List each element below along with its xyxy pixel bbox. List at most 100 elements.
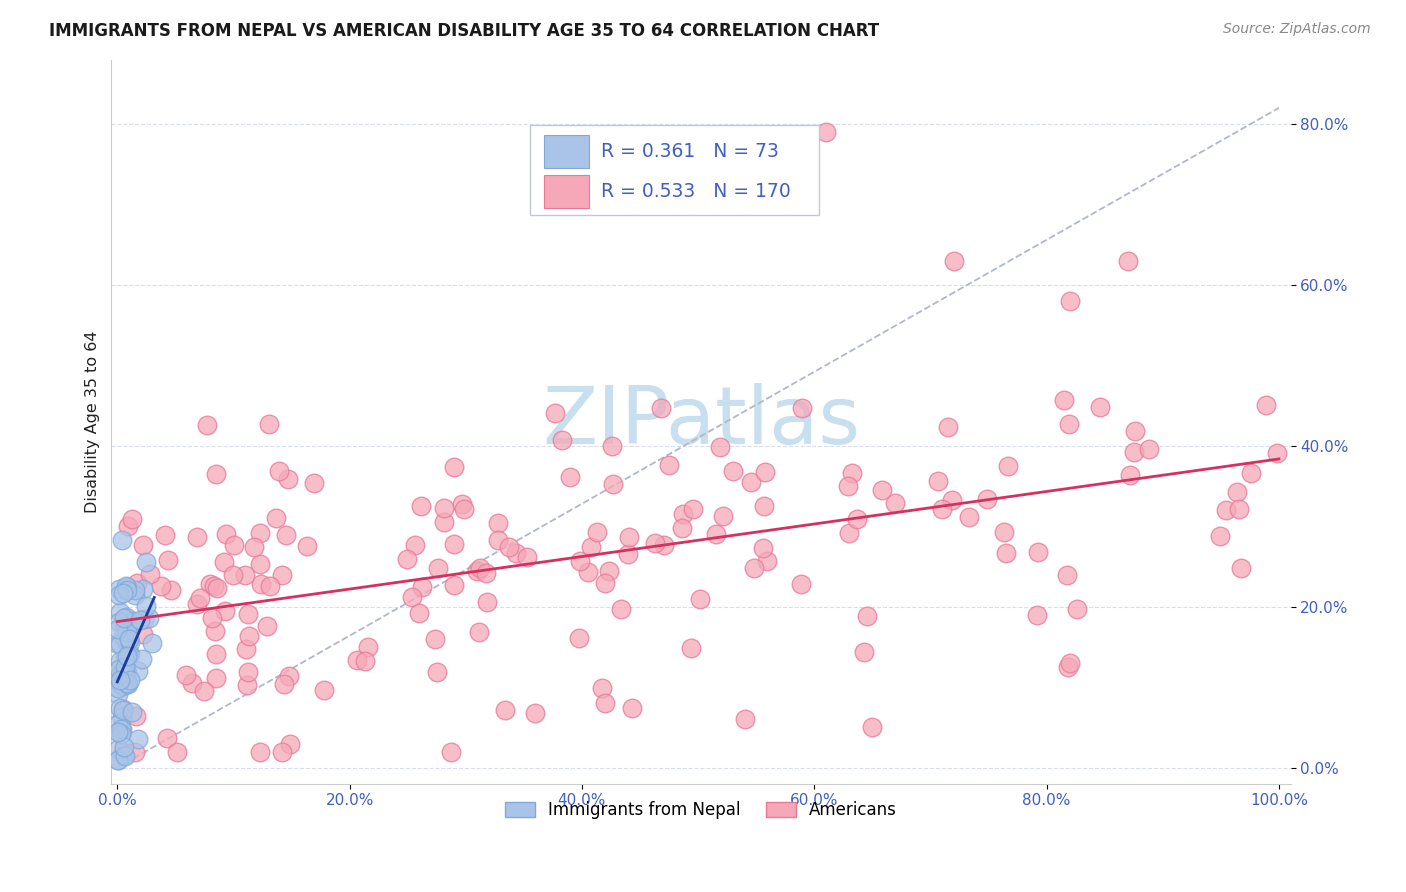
Point	[302, 475, 325, 490]
Point	[1229, 560, 1251, 574]
Point	[524, 706, 547, 720]
Point	[114, 664, 136, 678]
Y-axis label: Disability Age 35 to 64: Disability Age 35 to 64	[86, 330, 100, 513]
Point	[1240, 466, 1263, 480]
Point	[754, 465, 776, 479]
Point	[409, 500, 432, 514]
Point	[789, 577, 811, 591]
Point	[993, 525, 1015, 540]
Point	[108, 637, 131, 651]
Point	[1137, 442, 1160, 456]
Point	[107, 681, 129, 696]
Point	[1265, 446, 1288, 460]
Point	[110, 605, 132, 619]
Point	[132, 612, 155, 626]
Point	[125, 708, 148, 723]
Point	[111, 722, 134, 736]
Point	[941, 493, 963, 508]
Point	[108, 582, 131, 596]
Point	[277, 668, 299, 682]
Point	[222, 567, 245, 582]
Point	[470, 561, 492, 575]
Point	[468, 625, 491, 640]
Point	[107, 716, 129, 731]
Point	[149, 578, 172, 592]
Point	[112, 611, 135, 625]
Point	[443, 578, 465, 592]
Point	[125, 575, 148, 590]
Point	[477, 595, 499, 609]
Point	[249, 525, 271, 540]
Point	[204, 624, 226, 639]
Point	[111, 679, 134, 693]
Point	[586, 524, 609, 539]
Point	[1090, 400, 1112, 414]
Point	[157, 553, 180, 567]
Point	[295, 539, 318, 553]
Point	[256, 619, 278, 633]
FancyBboxPatch shape	[544, 135, 589, 169]
Point	[117, 677, 139, 691]
Point	[107, 742, 129, 756]
Point	[215, 527, 238, 541]
Point	[616, 547, 638, 561]
Point	[112, 748, 135, 763]
Point	[1056, 568, 1078, 582]
Point	[1025, 608, 1047, 623]
Point	[927, 474, 949, 488]
Point	[1066, 601, 1088, 615]
Point	[238, 629, 260, 643]
Point	[1057, 417, 1080, 431]
Point	[544, 406, 567, 420]
Point	[600, 439, 623, 453]
Point	[127, 664, 149, 678]
Point	[124, 582, 146, 597]
Point	[644, 536, 666, 550]
Point	[110, 722, 132, 736]
Point	[112, 629, 135, 643]
Point	[581, 540, 603, 554]
Point	[450, 498, 472, 512]
Point	[236, 665, 259, 679]
Point	[846, 512, 869, 526]
Point	[425, 632, 447, 646]
Point	[505, 546, 527, 560]
Point	[516, 550, 538, 565]
Point	[576, 565, 599, 579]
Point	[201, 611, 224, 625]
Point	[1227, 502, 1250, 516]
Point	[433, 500, 456, 515]
Point	[486, 516, 509, 530]
Point	[108, 665, 131, 680]
Point	[111, 665, 134, 679]
Point	[202, 579, 225, 593]
Point	[838, 525, 860, 540]
Point	[117, 519, 139, 533]
Point	[111, 678, 134, 692]
Point	[883, 496, 905, 510]
Point	[111, 533, 134, 548]
Point	[107, 687, 129, 701]
Point	[427, 561, 450, 575]
Point	[115, 648, 138, 663]
Point	[107, 615, 129, 629]
Point	[131, 652, 153, 666]
Point	[114, 665, 136, 680]
Point	[138, 611, 160, 625]
Point	[740, 475, 762, 489]
Point	[141, 635, 163, 649]
Point	[193, 684, 215, 698]
Point	[617, 531, 640, 545]
Point	[995, 546, 1018, 560]
Point	[115, 635, 138, 649]
Point	[593, 575, 616, 590]
Point	[426, 665, 449, 679]
Point	[682, 502, 704, 516]
Point	[110, 673, 132, 687]
Point	[114, 675, 136, 690]
FancyBboxPatch shape	[544, 175, 589, 208]
Point	[120, 647, 142, 661]
Point	[195, 418, 218, 433]
Point	[654, 538, 676, 552]
Point	[754, 499, 776, 513]
